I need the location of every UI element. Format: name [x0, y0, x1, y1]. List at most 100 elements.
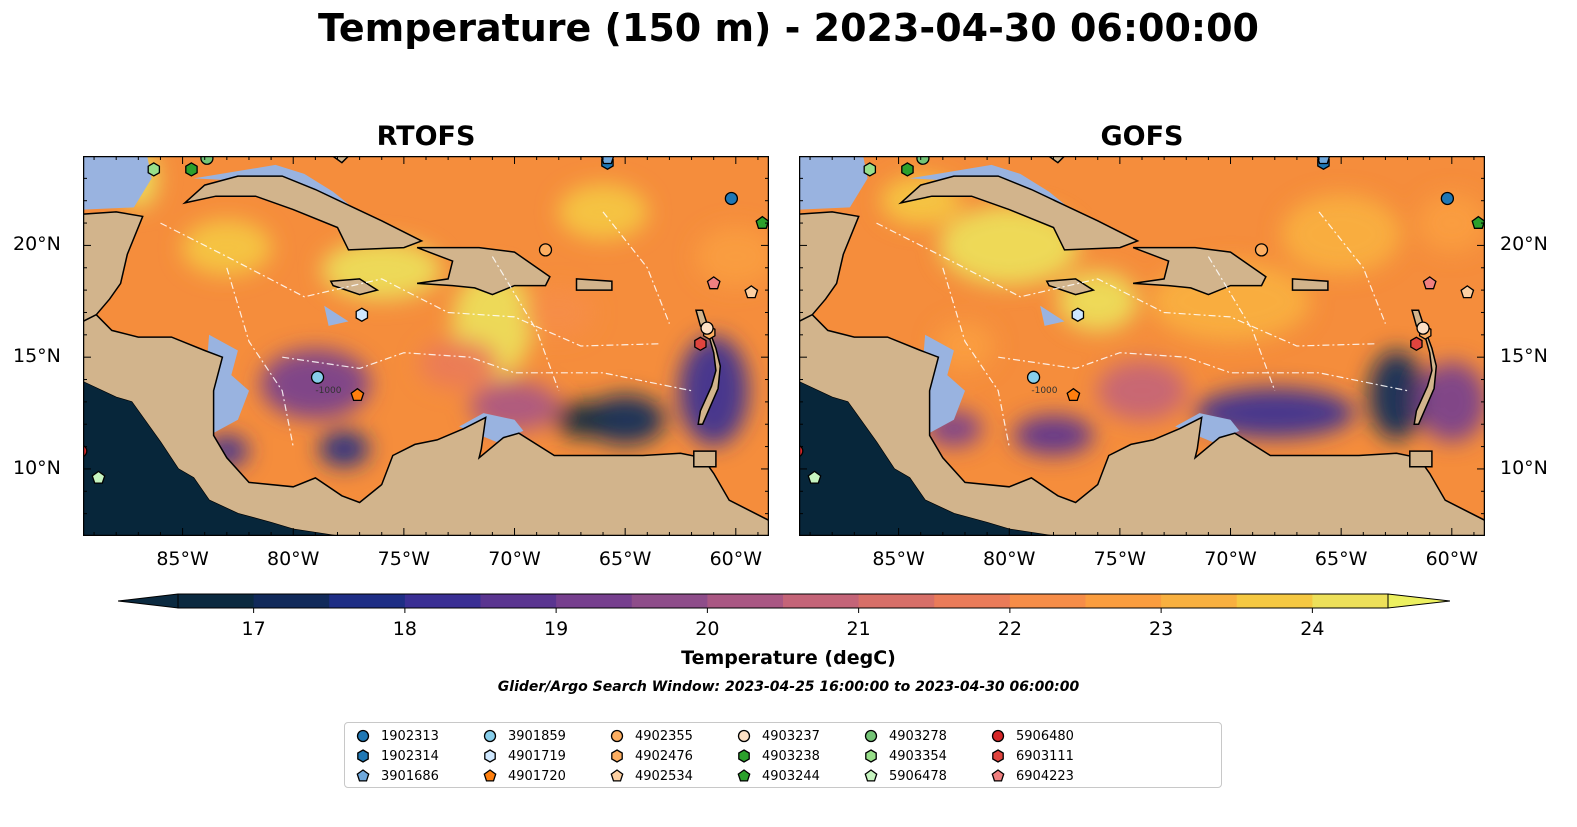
- legend-marker-4902534: [610, 769, 624, 782]
- legend-marker-5906478: [864, 769, 878, 782]
- land-yucatan: [83, 211, 144, 323]
- land-hispaniola: [1132, 246, 1267, 296]
- temperature-patch: [695, 226, 769, 287]
- colorbar-segment: [858, 594, 935, 608]
- legend-item: 4902476: [609, 746, 693, 766]
- legend-item: 1902313: [355, 726, 439, 746]
- temperature-patch: [1013, 415, 1094, 456]
- legend-label: 6904223: [1016, 768, 1074, 784]
- temperature-patch: [939, 205, 1080, 286]
- lon-label-panel-1: 75°W: [1093, 548, 1147, 570]
- legend-marker-4901719: [484, 749, 496, 763]
- float-marker-4903244: [755, 215, 769, 229]
- legend-label: 4901720: [508, 768, 566, 784]
- land-cuba: [182, 175, 424, 251]
- colorbar-tick-label: 19: [544, 618, 569, 640]
- lon-label-panel-0: 60°W: [709, 548, 763, 570]
- colorbar-segment: [178, 594, 255, 608]
- temperature-patch: [319, 430, 370, 467]
- float-marker-4903278: [200, 156, 214, 165]
- legend-label: 4902355: [635, 728, 693, 744]
- colorbar-segment: [329, 594, 406, 608]
- colorbar-segment: [404, 594, 481, 608]
- float-marker-4902534: [744, 285, 759, 299]
- legend-label: 4903244: [762, 768, 820, 784]
- legend-marker-1902313: [356, 729, 370, 743]
- map-panel-rtofs: -1000: [83, 156, 769, 536]
- float-marker-6904223: [1422, 276, 1437, 290]
- float-marker-1902313: [1440, 191, 1455, 206]
- land-central-america: [83, 300, 769, 536]
- temperature-patch: [181, 219, 272, 276]
- shelf-area: [799, 156, 868, 210]
- lat-label-left: 20°N: [13, 233, 61, 256]
- float-marker-4903278: [916, 156, 930, 165]
- legend-item: 4903237: [736, 726, 820, 746]
- float-marker-4901719: [1071, 307, 1085, 322]
- temperature-patch: [260, 349, 371, 419]
- legend-label: 4903238: [762, 748, 820, 764]
- lon-label-panel-1: 70°W: [1204, 548, 1257, 570]
- float-marker-4903244: [1471, 215, 1485, 229]
- colorbar-segment: [1236, 594, 1313, 608]
- colorbar-extend-max: [1387, 593, 1450, 609]
- legend-label: 3901686: [381, 768, 439, 784]
- colorbar-segment: [480, 594, 557, 608]
- float-marker-3901859: [1026, 370, 1041, 384]
- land-puerto-rico: [1291, 278, 1329, 291]
- float-marker-6903111: [694, 336, 707, 352]
- lon-label-panel-1: 65°W: [1314, 548, 1368, 570]
- float-marker-4902355: [1254, 243, 1269, 257]
- eez-boundary: [491, 256, 560, 391]
- legend-marker-4901720: [483, 769, 497, 782]
- legend-marker-4903354: [865, 749, 877, 763]
- temperature-patch: [1368, 350, 1425, 441]
- land-central-america: [799, 300, 1485, 536]
- temperature-patch: [419, 338, 500, 389]
- lon-label-panel-0: 70°W: [488, 548, 541, 570]
- eez-boundary: [602, 211, 670, 324]
- legend-item: 5906480: [990, 726, 1074, 746]
- float-marker-4903354: [147, 162, 161, 177]
- legend-item: 6903111: [990, 746, 1074, 766]
- land-bahamas1: [331, 156, 350, 164]
- temperature-patch: [1416, 193, 1485, 254]
- legend-marker-5906480: [991, 729, 1005, 743]
- colorbar-segment: [707, 594, 784, 608]
- lat-label-right: 15°N: [1500, 345, 1548, 368]
- legend-item: 4903238: [736, 746, 820, 766]
- land-bahamas1: [1047, 156, 1066, 164]
- float-marker-4902534: [1460, 285, 1475, 299]
- legend-label: 4903354: [889, 748, 947, 764]
- legend-item: 3901686: [355, 766, 439, 786]
- eez-boundary: [1318, 211, 1386, 324]
- temperature-patch: [1097, 360, 1187, 421]
- float-marker-4903354: [863, 162, 877, 177]
- float-legend: 1902313 1902314 3901686 3901859 4901719 49017…: [344, 722, 1222, 788]
- colorbar-tick-label: 20: [695, 618, 720, 640]
- search-window-text: Glider/Argo Search Window: 2023-04-25 16…: [497, 679, 1080, 695]
- colorbar-segment: [934, 594, 1011, 608]
- figure-title: Temperature (150 m) - 2023-04-30 06:00:0…: [317, 6, 1259, 50]
- colorbar-label: Temperature (degC): [681, 647, 896, 669]
- legend-marker-3901686: [356, 769, 370, 782]
- colorbar-tick-label: 17: [241, 618, 266, 640]
- legend-item: 4902355: [609, 726, 693, 746]
- eez-boundary: [282, 352, 692, 392]
- legend-label: 6903111: [1016, 748, 1074, 764]
- legend-item: 4903244: [736, 766, 820, 786]
- float-marker-3901686: [1316, 156, 1331, 165]
- float-marker-5906478: [91, 470, 106, 484]
- legend-marker-1902314: [357, 749, 369, 763]
- legend-marker-6904223: [991, 769, 1005, 782]
- colorbar-tick-label: 21: [846, 618, 871, 640]
- colorbar-segment: [556, 594, 633, 608]
- legend-marker-4903278: [864, 729, 878, 743]
- eez-boundary: [226, 267, 294, 447]
- legend-label: 5906480: [1016, 728, 1074, 744]
- legend-item: 4903278: [863, 726, 947, 746]
- float-marker-4901720: [350, 387, 365, 402]
- land-yucatan: [799, 211, 860, 323]
- map-panel-gofs: -1000: [799, 156, 1485, 536]
- float-marker-6903111: [1410, 336, 1423, 352]
